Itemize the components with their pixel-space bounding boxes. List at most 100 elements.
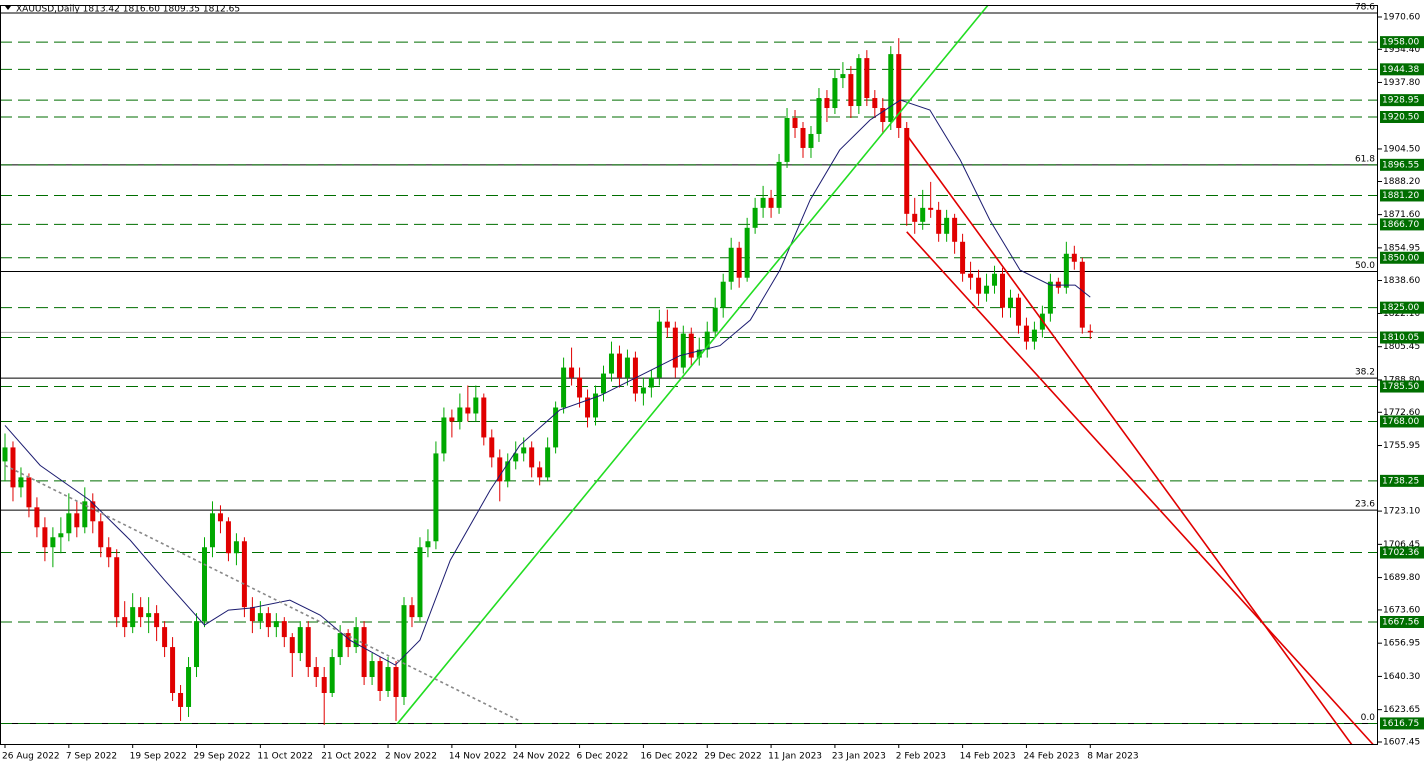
candle-body bbox=[74, 513, 80, 528]
level-label: 1667.56 bbox=[1382, 617, 1419, 627]
x-tick-label: 29 Sep 2022 bbox=[194, 752, 251, 762]
candle-body bbox=[329, 657, 335, 693]
level-label: 1928.95 bbox=[1382, 96, 1419, 106]
level-box bbox=[1380, 94, 1424, 107]
level-label: 1738.25 bbox=[1382, 476, 1419, 486]
candle-body bbox=[130, 607, 136, 628]
candle-body bbox=[760, 197, 766, 208]
x-tick-label: 8 Mar 2023 bbox=[1087, 752, 1138, 762]
candle-body bbox=[18, 477, 24, 488]
level-box bbox=[1380, 615, 1424, 628]
candle-body bbox=[656, 321, 662, 378]
plot-border bbox=[0, 5, 1378, 745]
candle-body bbox=[992, 273, 998, 286]
candle-body bbox=[409, 605, 415, 618]
candle-body bbox=[664, 321, 670, 328]
candle-body bbox=[672, 327, 678, 368]
candle-body bbox=[856, 58, 862, 107]
candle-body bbox=[138, 607, 144, 618]
candle-body bbox=[10, 447, 16, 488]
level-box bbox=[1380, 415, 1424, 428]
x-tick-label: 19 Sep 2022 bbox=[130, 752, 187, 762]
candle-body bbox=[42, 527, 48, 548]
candle-body bbox=[608, 353, 614, 374]
level-box bbox=[1380, 546, 1424, 559]
level-label: 1881.20 bbox=[1382, 191, 1419, 201]
candle-body bbox=[217, 513, 223, 522]
y-tick-label: 1904.50 bbox=[1383, 144, 1420, 154]
candle-body bbox=[728, 247, 734, 282]
candle-body bbox=[704, 331, 710, 350]
candle-body bbox=[489, 437, 495, 458]
candle-body bbox=[840, 74, 846, 79]
candle-body bbox=[257, 613, 263, 622]
candle-body bbox=[305, 627, 311, 668]
candle-body bbox=[648, 377, 654, 388]
x-tick-label: 2 Nov 2022 bbox=[385, 752, 437, 762]
candle-body bbox=[313, 667, 319, 678]
level-box bbox=[1380, 251, 1424, 264]
y-tick-label: 1623.65 bbox=[1383, 705, 1420, 715]
candle-body bbox=[944, 217, 950, 234]
level-label: 1810.05 bbox=[1382, 333, 1419, 343]
candle-body bbox=[377, 661, 383, 691]
y-tick-label: 1805.45 bbox=[1383, 342, 1420, 352]
candle-body bbox=[896, 54, 902, 128]
candle-body bbox=[34, 507, 40, 528]
y-tick-label: 1838.60 bbox=[1383, 276, 1420, 286]
x-tick-label: 21 Oct 2022 bbox=[321, 752, 377, 762]
candle-body bbox=[952, 217, 958, 242]
candle-body bbox=[585, 397, 591, 418]
candle-body bbox=[800, 127, 806, 148]
candle-body bbox=[473, 397, 479, 414]
fibo-label: 50.0 bbox=[1355, 261, 1375, 271]
level-box bbox=[1380, 218, 1424, 231]
candle-body bbox=[1023, 325, 1029, 342]
candle-body bbox=[640, 387, 646, 394]
candle-body bbox=[1015, 297, 1021, 326]
x-tick-label: 29 Dec 2022 bbox=[704, 752, 762, 762]
x-tick-label: 24 Nov 2022 bbox=[513, 752, 571, 762]
x-tick-label: 24 Feb 2023 bbox=[1023, 752, 1079, 762]
x-tick-label: 11 Jan 2023 bbox=[768, 752, 822, 762]
candle-body bbox=[154, 613, 160, 628]
candle-body bbox=[545, 447, 551, 478]
level-label: 1768.00 bbox=[1382, 417, 1419, 427]
candle-body bbox=[792, 118, 798, 128]
candle-body bbox=[209, 513, 215, 548]
candle-body bbox=[90, 501, 96, 522]
level-box bbox=[1380, 301, 1424, 314]
x-tick-label: 14 Nov 2022 bbox=[449, 752, 507, 762]
candle-body bbox=[1063, 253, 1069, 288]
y-tick-label: 1640.30 bbox=[1383, 672, 1420, 682]
level-label: 1785.50 bbox=[1382, 382, 1419, 392]
candle-body bbox=[345, 633, 351, 648]
candle-body bbox=[1000, 273, 1005, 308]
x-tick-label: 7 Sep 2022 bbox=[66, 752, 117, 762]
candle-body bbox=[202, 547, 207, 622]
candle-body bbox=[1087, 330, 1093, 333]
candle-body bbox=[337, 633, 343, 658]
candle-body bbox=[233, 541, 239, 554]
candle-body bbox=[936, 209, 942, 234]
candle-body bbox=[529, 447, 535, 468]
candle-body bbox=[744, 227, 750, 278]
x-tick-label: 2 Feb 2023 bbox=[896, 752, 946, 762]
candle-body bbox=[776, 161, 782, 208]
candle-body bbox=[976, 277, 982, 294]
candle-body bbox=[513, 453, 519, 462]
candle-body bbox=[505, 461, 511, 482]
candle-body bbox=[601, 373, 606, 394]
candle-body bbox=[1007, 297, 1013, 308]
y-tick-label: 1954.40 bbox=[1383, 45, 1420, 55]
candle-body bbox=[481, 397, 487, 438]
moving-average bbox=[4, 99, 1091, 666]
level-box bbox=[1380, 158, 1424, 171]
candle-body bbox=[632, 357, 638, 394]
y-tick-label: 1673.60 bbox=[1383, 605, 1420, 615]
candle-body bbox=[904, 127, 910, 214]
candle-body bbox=[768, 197, 774, 208]
candle-body bbox=[162, 627, 168, 648]
y-tick-label: 1755.95 bbox=[1383, 441, 1420, 451]
